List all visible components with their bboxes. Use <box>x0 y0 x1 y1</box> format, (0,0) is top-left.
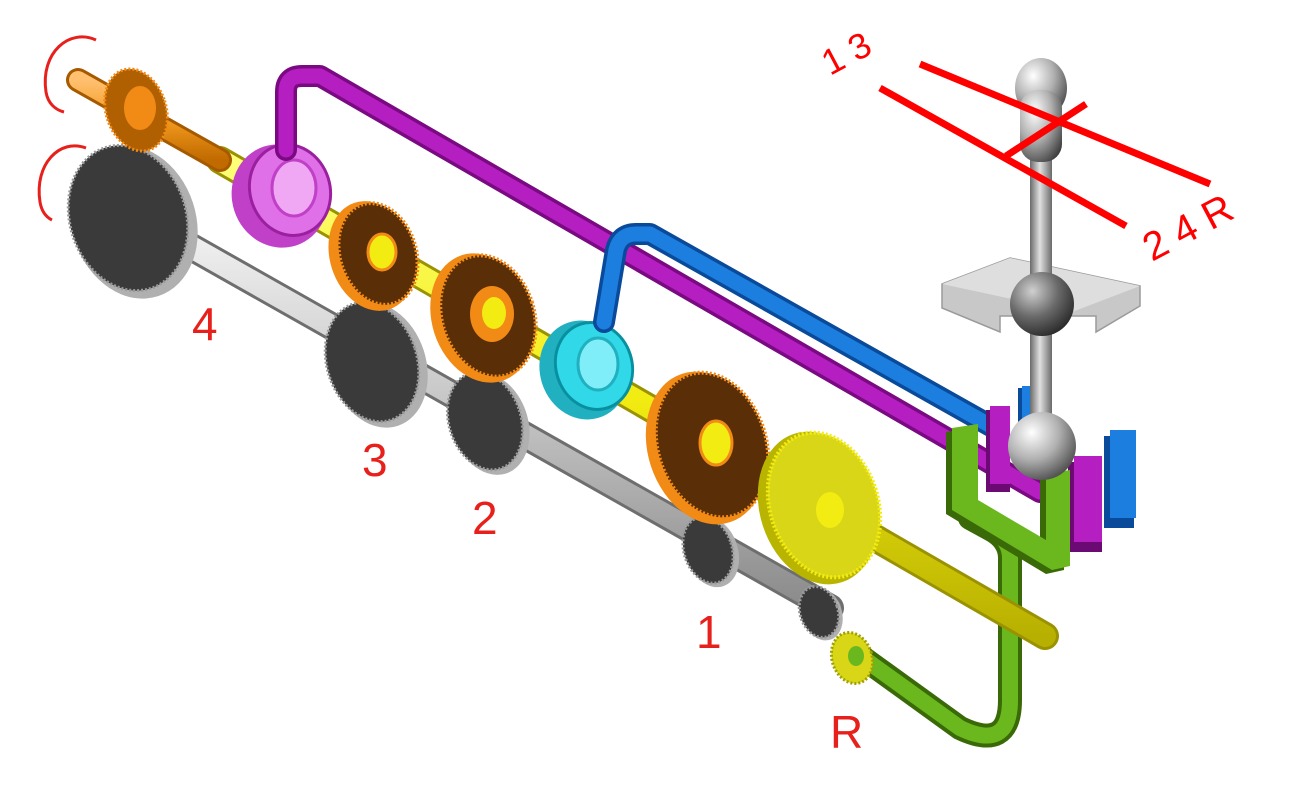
synchro-1-2 <box>539 320 635 420</box>
main-gear-r <box>757 430 883 585</box>
counter-gear-2 <box>445 370 530 475</box>
gear-label-4: 4 <box>192 298 218 350</box>
main-gear-3 <box>328 201 420 311</box>
gear-label-1: 1 <box>696 606 722 658</box>
gear-label-3: 3 <box>362 434 388 486</box>
rotation-arrow-icon <box>43 35 97 114</box>
main-gear-2 <box>430 253 538 383</box>
main-gear-1 <box>645 370 771 525</box>
shift-pattern-top-label: 1 3 <box>815 23 878 83</box>
gear-label-2: 2 <box>472 492 498 544</box>
synchro-3-4 <box>231 143 333 248</box>
reverse-idler-gear <box>829 631 875 685</box>
rail-1-2 <box>593 223 1009 441</box>
counter-gear-1 <box>681 515 740 588</box>
counter-gear-r <box>797 585 843 641</box>
counter-gear-3 <box>323 300 428 428</box>
counter-gear-4 <box>66 143 198 299</box>
rail-3-4 <box>275 65 1051 503</box>
gear-label-r: R <box>830 706 863 758</box>
rotation-arrow-icon <box>37 144 87 222</box>
shift-pattern <box>878 60 1212 230</box>
shift-pattern-bottom-label: 2 4 R <box>1136 186 1241 270</box>
input-gear <box>103 67 169 153</box>
